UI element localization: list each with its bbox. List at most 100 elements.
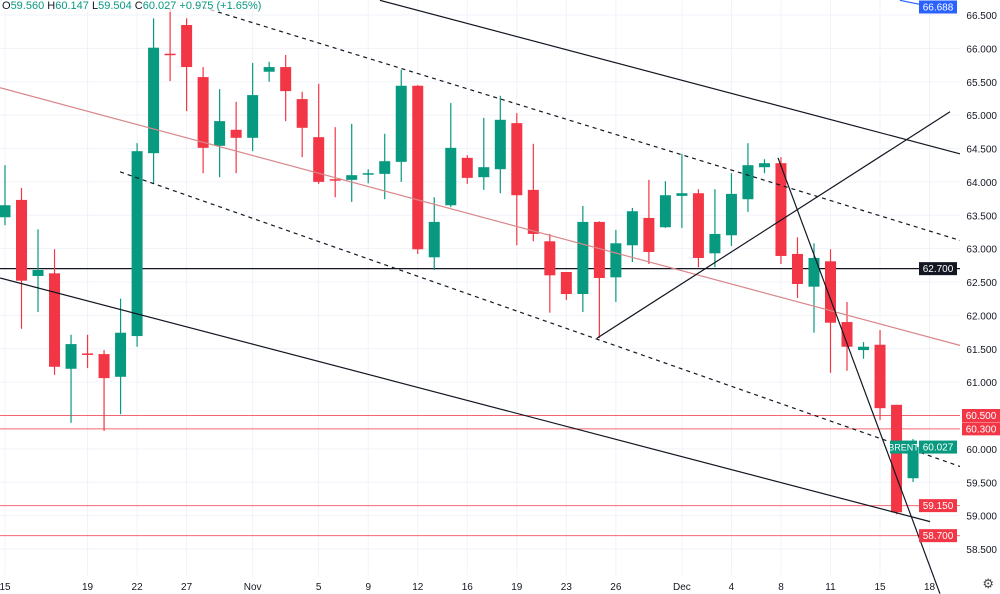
candle-body: [379, 161, 391, 174]
x-tick-label: 11: [825, 582, 836, 593]
candle: [610, 229, 622, 303]
candle-body: [511, 123, 523, 196]
top-price-label-bg: [919, 0, 957, 14]
candle: [329, 127, 341, 198]
candle-body: [527, 189, 539, 234]
candle: [577, 205, 589, 313]
candle-body: [676, 193, 688, 196]
price-level-label-bg: [919, 262, 957, 276]
candle-body: [0, 205, 11, 218]
candle: [775, 157, 787, 264]
x-tick-label: 8: [778, 582, 784, 593]
candle: [593, 221, 605, 339]
candle: [115, 298, 127, 415]
candle: [395, 69, 407, 182]
candle: [263, 61, 275, 82]
candle-body: [825, 261, 836, 323]
candle: [494, 95, 506, 194]
x-tick-label: 15: [0, 582, 11, 593]
candle: [181, 18, 193, 112]
open-value: 59.560: [10, 0, 45, 12]
change-value: +0.975 (+1.65%): [179, 0, 262, 12]
top-price-label: 66.688: [923, 3, 954, 14]
candle: [527, 143, 539, 242]
candle: [82, 334, 94, 369]
price-level-label: 59.150: [923, 501, 954, 512]
candle: [858, 342, 870, 359]
x-tick-label: 27: [181, 582, 193, 593]
candle-body: [98, 354, 110, 379]
candle-body: [115, 332, 127, 377]
candle: [461, 155, 473, 184]
low-label: L: [91, 0, 99, 12]
y-tick-label: 60.000: [966, 445, 997, 456]
x-tick-label: 4: [729, 582, 735, 593]
candle-body: [164, 53, 176, 56]
candle: [626, 207, 638, 262]
candle-body: [280, 67, 292, 92]
candle: [478, 117, 490, 190]
symbol-label: BRENT: [888, 443, 919, 453]
candle: [230, 101, 242, 174]
ohlc-legend: O59.560 H60.147 L59.504 C60.027 +0.975 (…: [0, 0, 264, 12]
price-level-label: 60.300: [966, 424, 997, 435]
y-tick-label: 64.500: [966, 145, 997, 156]
candle-body: [775, 163, 787, 256]
candle: [280, 55, 292, 122]
trendline: [119, 171, 966, 469]
candle: [197, 67, 209, 174]
candle-body: [445, 147, 457, 206]
candle-body: [263, 67, 275, 72]
price-level-label-bg: [962, 422, 1000, 436]
candle: [808, 243, 820, 333]
gear-icon[interactable]: ⚙: [982, 576, 994, 591]
candle-body: [544, 241, 556, 276]
x-tick-label: 23: [561, 582, 573, 593]
candle-body: [214, 121, 226, 146]
candle: [164, 8, 176, 82]
candle: [791, 237, 803, 299]
candle-body: [412, 85, 424, 250]
y-tick-label: 58.500: [966, 545, 997, 556]
x-tick-label: 12: [412, 582, 424, 593]
candle: [379, 133, 391, 200]
candle: [16, 187, 28, 329]
x-tick-label: 16: [462, 582, 474, 593]
candle-body: [65, 344, 77, 369]
candle-body: [858, 346, 870, 351]
candle-body: [725, 193, 737, 236]
close-value: 60.027: [142, 0, 177, 12]
x-tick-label: 5: [316, 582, 322, 593]
price-axis: [960, 0, 1000, 594]
candle-body: [230, 129, 242, 138]
price-level-label: 60.500: [966, 411, 997, 422]
candle: [841, 302, 853, 371]
y-tick-label: 62.000: [966, 311, 997, 322]
candle-body: [82, 353, 94, 355]
x-tick-label: 22: [132, 582, 144, 593]
x-tick-label: 19: [511, 582, 523, 593]
candle-body: [313, 137, 325, 182]
candle-body: [247, 95, 259, 138]
candle: [247, 63, 259, 152]
candle: [725, 173, 737, 246]
candle-body: [560, 271, 572, 295]
y-tick-label: 64.000: [966, 178, 997, 189]
candle-body: [577, 221, 589, 295]
candle: [49, 249, 61, 375]
candle-body: [742, 165, 754, 200]
candle-body: [16, 199, 28, 281]
x-tick-label: 9: [365, 582, 371, 593]
y-tick-label: 59.000: [966, 512, 997, 523]
candle: [65, 334, 77, 423]
y-tick-label: 61.000: [966, 378, 997, 389]
candle-body: [643, 217, 655, 252]
x-tick-label: 26: [610, 582, 622, 593]
candle-body: [461, 157, 473, 178]
x-tick-label: 19: [82, 582, 94, 593]
candle: [692, 189, 704, 268]
trendline: [194, 4, 966, 243]
low-value: 59.504: [98, 0, 132, 12]
symbol-label-bg: [890, 440, 917, 454]
